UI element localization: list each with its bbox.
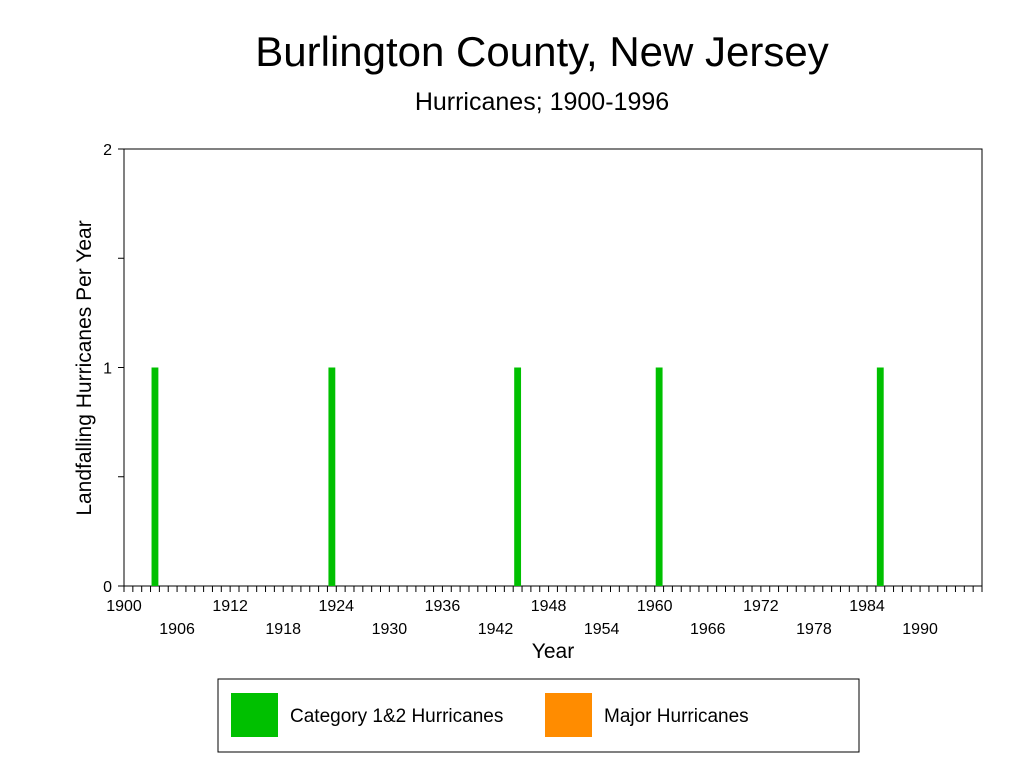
bar bbox=[655, 367, 663, 586]
x-tick-label: 1954 bbox=[584, 621, 620, 638]
legend-label-category-1-2: Category 1&2 Hurricanes bbox=[290, 706, 503, 727]
bar bbox=[328, 367, 336, 586]
legend-swatch-major bbox=[545, 693, 592, 737]
x-tick-label: 1984 bbox=[849, 598, 885, 615]
legend-swatch-category-1-2 bbox=[231, 693, 278, 737]
legend-box bbox=[217, 678, 860, 753]
x-axis-ticks bbox=[123, 586, 983, 592]
x-tick-label: 1966 bbox=[690, 621, 726, 638]
x-tick-label: 1942 bbox=[478, 621, 514, 638]
bars-group bbox=[151, 367, 884, 586]
x-tick-label: 1978 bbox=[796, 621, 832, 638]
bar bbox=[876, 367, 884, 586]
x-tick-label: 1948 bbox=[531, 598, 567, 615]
y-tick-label: 2 bbox=[103, 142, 112, 159]
y-axis-label: Landfalling Hurricanes Per Year bbox=[73, 220, 96, 515]
x-tick-label: 1960 bbox=[637, 598, 673, 615]
legend-label-major: Major Hurricanes bbox=[604, 706, 749, 727]
legend: Category 1&2 Hurricanes Major Hurricanes bbox=[217, 678, 860, 753]
x-tick-label: 1912 bbox=[212, 598, 248, 615]
x-tick-label: 1924 bbox=[318, 598, 354, 615]
y-axis-ticks: 0 1 2 bbox=[103, 142, 124, 596]
x-axis-label: Year bbox=[532, 640, 574, 663]
y-tick-label: 1 bbox=[103, 361, 112, 378]
x-tick-label: 1990 bbox=[902, 621, 938, 638]
bar bbox=[151, 367, 159, 586]
x-tick-label: 1930 bbox=[372, 621, 408, 638]
y-tick-label: 0 bbox=[103, 579, 112, 596]
x-tick-label: 1906 bbox=[159, 621, 195, 638]
chart-title: Burlington County, New Jersey bbox=[255, 28, 828, 75]
plot-area bbox=[123, 148, 983, 587]
x-axis-tick-labels: 1900 1906 1912 1918 1924 1930 1936 1942 1948 1954… bbox=[106, 598, 938, 638]
chart-subtitle: Hurricanes; 1900-1996 bbox=[415, 88, 669, 116]
x-tick-label: 1918 bbox=[265, 621, 301, 638]
x-tick-label: 1936 bbox=[425, 598, 461, 615]
x-tick-label: 1972 bbox=[743, 598, 779, 615]
bar bbox=[514, 367, 522, 586]
x-tick-label: 1900 bbox=[106, 598, 142, 615]
